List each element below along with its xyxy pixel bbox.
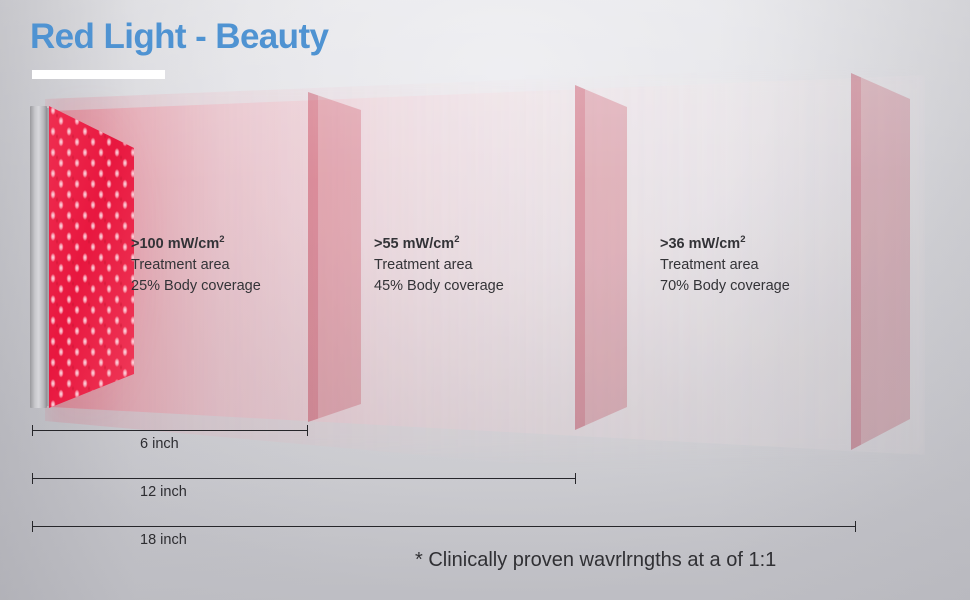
led-dots — [49, 106, 134, 408]
callout-coverage: 70% Body coverage — [660, 277, 790, 294]
measurement-label: 12 inch — [140, 484, 187, 500]
red-light-led-panel — [30, 106, 134, 408]
measurement-tick-end — [575, 473, 576, 484]
measurement-tick-start — [32, 521, 33, 532]
plane-edge — [308, 92, 318, 422]
callout-treatment: Treatment area — [660, 256, 759, 273]
callout-6-inch: >100 mW/cm2 Treatment area 25% Body cove… — [131, 229, 261, 297]
callout-irradiance: >36 mW/cm2 — [660, 234, 746, 252]
callout-12-inch: >55 mW/cm2 Treatment area 45% Body cover… — [374, 229, 504, 297]
measurement-tick-end — [307, 425, 308, 436]
superscript-2: 2 — [219, 234, 225, 245]
measurement-line — [32, 478, 576, 479]
callout-treatment: Treatment area — [131, 256, 230, 273]
callout-coverage: 25% Body coverage — [131, 277, 261, 294]
measurement-tick-start — [32, 425, 33, 436]
callout-treatment: Treatment area — [374, 256, 473, 273]
distance-plane-18-inch — [851, 73, 910, 450]
light-beam-cone — [45, 75, 925, 455]
panel-frame — [30, 106, 50, 408]
callout-coverage: 45% Body coverage — [374, 277, 504, 294]
title-underline-rule — [32, 70, 165, 79]
measurement-tick-end — [855, 521, 856, 532]
beam-core — [51, 75, 925, 455]
superscript-2: 2 — [454, 234, 460, 245]
callout-irradiance: >55 mW/cm2 — [374, 234, 460, 252]
measurement-line — [32, 526, 856, 527]
footnote: * Clinically proven wavrlrngths at a of … — [415, 549, 777, 571]
plane-edge — [851, 73, 861, 450]
measurement-line — [32, 430, 308, 431]
superscript-2: 2 — [740, 234, 746, 245]
plane-edge — [575, 85, 585, 430]
measurement-tick-start — [32, 473, 33, 484]
measurement-label: 18 inch — [140, 532, 187, 548]
callout-irradiance: >100 mW/cm2 — [131, 234, 225, 252]
distance-plane-6-inch — [308, 92, 361, 422]
callout-18-inch: >36 mW/cm2 Treatment area 70% Body cover… — [660, 229, 790, 297]
measurement-label: 6 inch — [140, 436, 179, 452]
panel-led-grid — [49, 106, 134, 408]
distance-plane-12-inch — [575, 85, 627, 430]
page-title: Red Light - Beauty — [30, 17, 329, 56]
